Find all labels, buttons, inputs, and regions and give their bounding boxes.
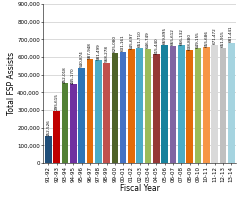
Text: 638,880: 638,880 [188, 33, 192, 50]
Bar [78, 68, 85, 163]
Bar [136, 48, 143, 163]
Bar [120, 52, 127, 163]
Text: 669,895: 669,895 [163, 27, 167, 44]
Text: 666,132: 666,132 [179, 28, 183, 45]
Text: 295,615: 295,615 [55, 93, 59, 110]
Text: 152,526: 152,526 [46, 119, 50, 136]
Bar [62, 83, 68, 163]
Bar [178, 45, 185, 163]
Text: 615,440: 615,440 [154, 37, 158, 54]
Bar [211, 45, 218, 163]
Bar [145, 49, 151, 163]
Text: 649,155: 649,155 [196, 31, 200, 48]
Bar [228, 43, 234, 163]
Bar [112, 53, 118, 163]
Bar [45, 136, 52, 163]
Bar [220, 48, 226, 163]
Text: 651,915: 651,915 [221, 31, 225, 47]
Text: 568,278: 568,278 [105, 45, 108, 62]
Text: 646,749: 646,749 [146, 32, 150, 48]
Bar [153, 54, 160, 163]
Text: 625,080: 625,080 [113, 35, 117, 52]
Bar [95, 60, 101, 163]
Bar [70, 84, 77, 163]
Text: 651,710: 651,710 [138, 31, 142, 47]
Text: 645,697: 645,697 [129, 32, 134, 48]
Text: 587,948: 587,948 [88, 42, 92, 59]
Text: 631,161: 631,161 [121, 34, 125, 51]
Y-axis label: Total FSP Assists: Total FSP Assists [7, 52, 16, 115]
Bar [186, 50, 193, 163]
Bar [128, 49, 135, 163]
Text: 581,499: 581,499 [96, 43, 100, 60]
Text: 452,018: 452,018 [63, 66, 67, 83]
Text: 655,686: 655,686 [204, 30, 208, 47]
Bar [103, 63, 110, 163]
Bar [87, 59, 93, 163]
Bar [203, 47, 210, 163]
Text: 671,472: 671,472 [213, 27, 217, 44]
Text: 665,612: 665,612 [171, 28, 175, 45]
Bar [170, 46, 176, 163]
Text: 540,874: 540,874 [80, 50, 84, 67]
Bar [195, 48, 201, 163]
Bar [161, 45, 168, 163]
Bar [53, 111, 60, 163]
Text: 445,170: 445,170 [71, 67, 75, 84]
X-axis label: Fiscal Year: Fiscal Year [120, 184, 160, 193]
Text: 681,441: 681,441 [229, 26, 233, 42]
